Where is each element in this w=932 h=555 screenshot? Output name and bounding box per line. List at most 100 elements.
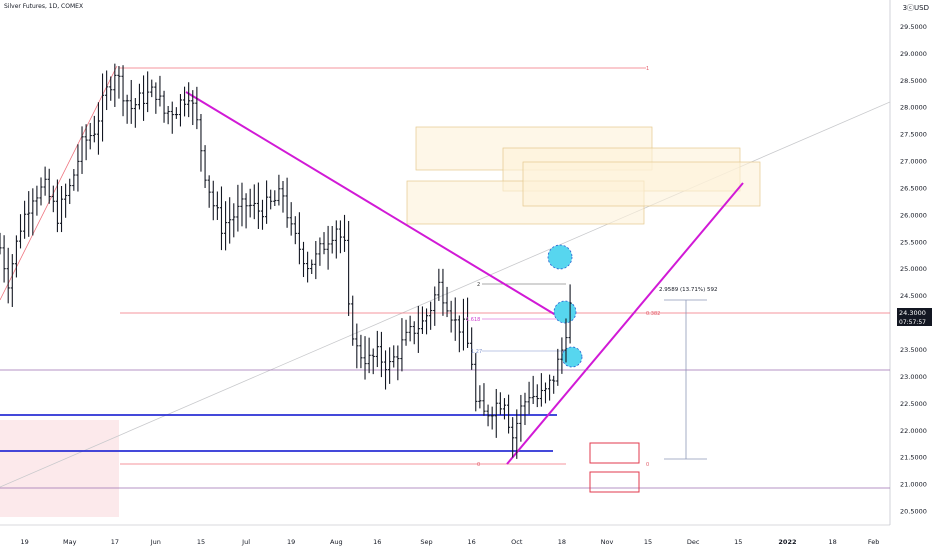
ohlc-bar[interactable] bbox=[273, 190, 277, 206]
ohlc-bar[interactable] bbox=[465, 297, 470, 348]
ohlc-bar[interactable] bbox=[355, 323, 359, 369]
ohlc-bar[interactable] bbox=[170, 101, 174, 134]
ohlc-bar[interactable] bbox=[18, 214, 23, 249]
ohlc-bar[interactable] bbox=[256, 182, 260, 229]
ohlc-bar[interactable] bbox=[96, 102, 101, 155]
drawings-layer[interactable] bbox=[0, 65, 891, 517]
ohlc-bar[interactable] bbox=[482, 383, 486, 416]
ohlc-bar[interactable] bbox=[351, 295, 355, 346]
ohlc-bar[interactable] bbox=[129, 79, 133, 124]
ohlc-bar[interactable] bbox=[289, 202, 293, 236]
plot-area[interactable] bbox=[0, 0, 890, 525]
ohlc-bar[interactable] bbox=[154, 82, 158, 114]
ohlc-bar[interactable] bbox=[80, 126, 84, 174]
ohlc-bar[interactable] bbox=[35, 185, 39, 216]
red-rising-trendline[interactable] bbox=[0, 65, 118, 301]
ohlc-bar[interactable] bbox=[141, 75, 146, 121]
ohlc-bar[interactable] bbox=[219, 186, 224, 251]
ohlc-bar[interactable] bbox=[244, 193, 248, 229]
ohlc-bar[interactable] bbox=[433, 286, 437, 326]
ohlc-bar[interactable] bbox=[133, 98, 137, 128]
ohlc-bar[interactable] bbox=[207, 175, 211, 208]
currency-label[interactable]: 3ⓒUSD bbox=[902, 4, 929, 12]
ohlc-bar[interactable] bbox=[552, 375, 556, 394]
ohlc-bar[interactable] bbox=[424, 308, 429, 335]
ohlc-bar[interactable] bbox=[400, 318, 404, 372]
ohlc-bar[interactable] bbox=[519, 394, 523, 442]
ohlc-bar[interactable] bbox=[92, 115, 96, 143]
ohlc-bar[interactable] bbox=[113, 63, 117, 107]
ohlc-bar[interactable] bbox=[105, 70, 109, 111]
ohlc-bar[interactable] bbox=[347, 220, 351, 316]
time-axis[interactable]: 19 May 17 Jun 15 Jul 19 Aug 16 Sep 16 Oct 18 Nov 15 Dec… bbox=[20, 538, 879, 546]
ohlc-bar[interactable] bbox=[150, 79, 154, 98]
ohlc-bar[interactable] bbox=[490, 406, 494, 430]
ohlc-bar[interactable] bbox=[453, 297, 457, 341]
cyan-circle-top[interactable] bbox=[547, 244, 573, 270]
ohlc-bar[interactable] bbox=[306, 251, 310, 283]
ohlc-bar[interactable] bbox=[375, 330, 379, 368]
ohlc-bar[interactable] bbox=[281, 181, 285, 213]
ohlc-bar[interactable] bbox=[240, 182, 244, 227]
ohlc-bar[interactable] bbox=[523, 392, 527, 426]
ohlc-bar[interactable] bbox=[236, 184, 240, 232]
ohlc-bar[interactable] bbox=[264, 180, 269, 224]
ohlc-bar[interactable] bbox=[379, 331, 384, 378]
ohlc-bar[interactable] bbox=[478, 385, 482, 409]
ohlc-bar[interactable] bbox=[0, 232, 2, 255]
ohlc-bar[interactable] bbox=[392, 345, 396, 368]
ohlc-bar[interactable] bbox=[215, 191, 219, 220]
ohlc-bar[interactable] bbox=[51, 185, 55, 213]
ohlc-bar[interactable] bbox=[511, 417, 515, 458]
ohlc-bar[interactable] bbox=[506, 394, 511, 434]
red-box-lower[interactable] bbox=[589, 471, 640, 493]
ohlc-bar[interactable] bbox=[277, 174, 281, 206]
ohlc-bar[interactable] bbox=[367, 337, 371, 374]
ohlc-bar[interactable] bbox=[568, 284, 572, 344]
ohlc-bar[interactable] bbox=[404, 319, 408, 346]
cyan-circle-bottom[interactable] bbox=[561, 346, 583, 368]
ohlc-bar[interactable] bbox=[556, 348, 560, 386]
ohlc-bar[interactable] bbox=[166, 105, 170, 125]
ohlc-bar[interactable] bbox=[564, 318, 568, 363]
ohlc-bar[interactable] bbox=[14, 235, 19, 278]
target-zone-4[interactable] bbox=[522, 161, 761, 207]
ohlc-bar[interactable] bbox=[125, 94, 129, 124]
ohlc-bar[interactable] bbox=[252, 184, 256, 220]
ohlc-bar[interactable] bbox=[68, 178, 72, 205]
ohlc-bar[interactable] bbox=[420, 306, 425, 334]
ohlc-bar[interactable] bbox=[412, 321, 416, 345]
ohlc-bar[interactable] bbox=[543, 382, 548, 404]
ohlc-bar[interactable] bbox=[84, 124, 88, 161]
ohlc-bar[interactable] bbox=[211, 180, 215, 221]
ohlc-bar[interactable] bbox=[199, 113, 203, 172]
ohlc-bar[interactable] bbox=[437, 268, 441, 301]
ohlc-bars[interactable] bbox=[0, 63, 572, 459]
ohlc-bar[interactable] bbox=[31, 188, 35, 236]
ohlc-bar[interactable] bbox=[330, 225, 334, 254]
ohlc-bar[interactable] bbox=[88, 122, 92, 150]
ohlc-bar[interactable] bbox=[223, 201, 228, 251]
ohlc-bar[interactable] bbox=[318, 237, 322, 266]
ohlc-bar[interactable] bbox=[416, 305, 420, 353]
ohlc-bar[interactable] bbox=[322, 232, 326, 255]
ohlc-bar[interactable] bbox=[121, 65, 125, 117]
ohlc-bar[interactable] bbox=[334, 220, 338, 259]
ohlc-bar[interactable] bbox=[408, 315, 412, 342]
ohlc-bar[interactable] bbox=[27, 191, 31, 237]
ohlc-bar[interactable] bbox=[47, 168, 51, 204]
ohlc-bar[interactable] bbox=[55, 179, 60, 233]
ohlc-bar[interactable] bbox=[191, 90, 195, 126]
ohlc-bar[interactable] bbox=[187, 82, 191, 118]
ohlc-bar[interactable] bbox=[76, 144, 80, 192]
ohlc-bar[interactable] bbox=[310, 259, 314, 274]
ohlc-bar[interactable] bbox=[342, 214, 347, 252]
ohlc-bar[interactable] bbox=[371, 348, 375, 375]
ohlc-bar[interactable] bbox=[498, 392, 502, 415]
price-axis[interactable]: 20.5000 21.0000 21.5000 22.0000 22.5000 23.00… bbox=[900, 23, 927, 516]
demand-zone-rect[interactable] bbox=[0, 420, 119, 517]
ohlc-bar[interactable] bbox=[388, 347, 392, 384]
ohlc-bar[interactable] bbox=[547, 374, 552, 401]
